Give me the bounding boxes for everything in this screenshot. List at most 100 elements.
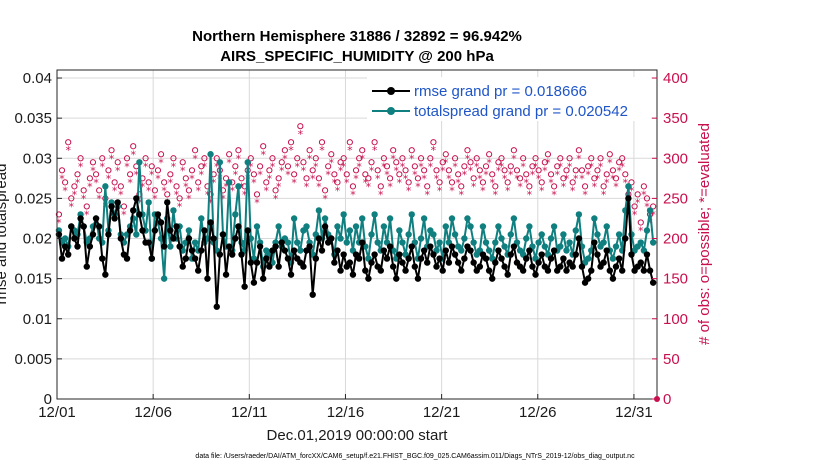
obs-possible-point: [606, 151, 613, 158]
obs-possible-point: [157, 151, 165, 158]
obs-possible-point: [390, 147, 397, 154]
rmse-point: [504, 271, 511, 278]
rmse-point: [86, 243, 94, 250]
totalspread-point: [510, 215, 518, 222]
obs-possible-point: [80, 187, 87, 194]
rmse-point: [194, 267, 202, 274]
obs-possible-point: [566, 155, 573, 162]
obs-evaluated-point: *: [570, 184, 576, 197]
obs-evaluated-point: *: [527, 188, 533, 201]
rmse-point: [458, 267, 465, 274]
obs-possible-point: [439, 159, 446, 166]
obs-evaluated-point: *: [511, 152, 517, 165]
obs-evaluated-point: *: [585, 168, 591, 181]
totalspread-point: [321, 215, 329, 222]
obs-evaluated-point: *: [350, 188, 356, 201]
obs-possible-point: [455, 171, 462, 178]
rmse-point: [334, 247, 341, 254]
obs-possible-point: [213, 155, 220, 162]
rmse-point: [173, 223, 180, 230]
totalspread-point: [61, 235, 69, 242]
rmse-point: [157, 219, 165, 226]
obs-evaluated-point: *: [267, 172, 273, 185]
obs-evaluated-point: *: [551, 188, 557, 201]
rmse-point: [213, 303, 220, 310]
obs-evaluated-point: *: [387, 180, 393, 193]
obs-evaluated-point: *: [412, 168, 418, 181]
obs-possible-point: [325, 163, 332, 170]
y2-tick-label: 250: [663, 190, 688, 207]
totalspread-point: [535, 239, 542, 246]
obs-evaluated-point: *: [121, 208, 127, 221]
y2-tick-label: 150: [663, 271, 688, 288]
rmse-point: [380, 247, 388, 254]
obs-evaluated-point: *: [644, 200, 650, 213]
rmse-point: [266, 263, 273, 270]
totalspread-point: [275, 223, 282, 230]
totalspread-point: [538, 231, 545, 238]
obs-evaluated-point: *: [106, 172, 112, 185]
totalspread-point: [170, 207, 177, 214]
obs-evaluated-point: *: [239, 180, 245, 193]
rmse-point: [222, 271, 230, 278]
obs-possible-point: [402, 167, 409, 174]
rmse-point: [83, 263, 90, 270]
rmse-point: [495, 247, 502, 254]
totalspread-point: [448, 215, 456, 222]
totalspread-point: [479, 223, 487, 230]
y-tick-label: 0.015: [14, 271, 52, 288]
obs-possible-point: [250, 171, 258, 178]
obs-evaluated-point: *: [592, 180, 598, 193]
rmse-point: [612, 263, 620, 270]
totalspread-point: [216, 159, 224, 166]
rmse-point: [259, 275, 267, 282]
legend-rmse-marker: [387, 87, 395, 95]
rmse-point: [622, 235, 629, 242]
rmse-point: [275, 263, 282, 270]
obs-possible-point: [99, 155, 106, 162]
obs-possible-point: [572, 167, 579, 174]
rmse-point: [578, 263, 586, 270]
obs-possible-point: [513, 167, 521, 174]
obs-possible-point: [337, 159, 344, 166]
rmse-point: [396, 251, 403, 258]
totalspread-point: [643, 227, 651, 234]
obs-evaluated-point: *: [493, 188, 499, 201]
totalspread-point: [207, 151, 214, 158]
obs-evaluated-point: *: [610, 172, 616, 185]
obs-evaluated-point: *: [381, 160, 387, 173]
obs-possible-point: [411, 163, 418, 170]
obs-possible-point: [123, 155, 131, 162]
rmse-point: [58, 255, 66, 262]
obs-evaluated-point: *: [276, 180, 282, 193]
obs-possible-point: [430, 139, 437, 146]
obs-evaluated-point: *: [127, 176, 133, 189]
totalspread-point: [235, 183, 242, 190]
obs-evaluated-point: *: [248, 160, 254, 173]
obs-possible-point: [501, 167, 508, 174]
rmse-point: [160, 243, 168, 250]
totalspread-point: [315, 207, 323, 214]
obs-possible-point: [297, 123, 304, 130]
totalspread-point: [467, 223, 474, 230]
obs-possible-point: [284, 163, 292, 170]
totalspread-point: [550, 223, 558, 230]
obs-evaluated-point: *: [530, 168, 536, 181]
obs-possible-point: [321, 187, 329, 194]
rmse-point: [609, 275, 617, 282]
obs-possible-point: [65, 139, 72, 146]
obs-possible-point: [130, 143, 137, 150]
obs-possible-point: [557, 155, 564, 162]
totalspread-point: [603, 223, 610, 230]
rmse-point: [99, 255, 106, 262]
totalspread-point: [458, 247, 465, 254]
rmse-point: [439, 267, 446, 274]
obs-possible-point: [68, 195, 75, 202]
rmse-point: [649, 279, 657, 286]
obs-possible-point: [386, 175, 394, 182]
obs-possible-point: [560, 175, 567, 182]
totalspread-point: [485, 247, 493, 254]
obs-possible-point: [473, 155, 480, 162]
obs-possible-point: [563, 167, 570, 174]
rmse-point: [489, 275, 496, 282]
